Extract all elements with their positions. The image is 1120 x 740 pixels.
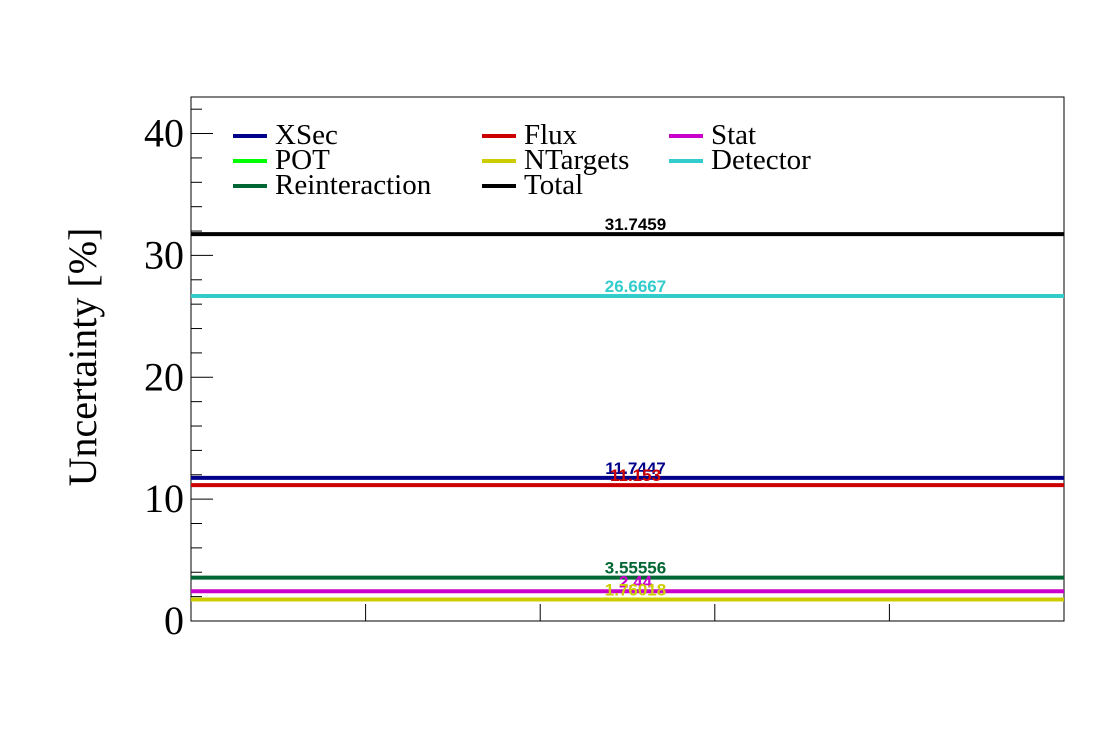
legend-label-ntargets: NTargets: [524, 144, 629, 176]
y-tick-label: 30: [144, 232, 184, 277]
plot-frame: [190, 96, 1065, 622]
value-label-flux: 11.153: [610, 466, 661, 485]
legend-label-pot: POT: [275, 144, 330, 176]
legend-label-stat: Stat: [711, 119, 756, 151]
value-label-stat: 2.44: [619, 572, 653, 591]
y-axis: 0 10 20 30 40: [144, 108, 213, 643]
value-label-reinteraction: 3.55556: [605, 559, 666, 578]
series-lines: [191, 232, 1064, 602]
value-label-total: 31.7459: [605, 215, 666, 234]
value-label-detector: 26.6667: [605, 277, 666, 296]
y-tick-label: 20: [144, 354, 184, 399]
legend-label-flux: Flux: [524, 119, 578, 151]
legend-label-xsec: XSec: [275, 119, 338, 151]
legend: XSec Flux Stat POT NTargets Detector Reinterac…: [233, 119, 811, 201]
legend-label-detector: Detector: [711, 144, 811, 176]
legend-label-reinteraction: Reinteraction: [275, 169, 432, 201]
y-tick-label: 40: [144, 111, 184, 156]
value-label-ntargets: 1.76018: [605, 581, 666, 600]
y-axis-title: Uncertainty [%]: [60, 228, 105, 487]
x-axis-ticks: [365, 604, 890, 621]
y-tick-label: 10: [144, 476, 184, 521]
y-tick-label: 0: [164, 598, 184, 643]
legend-label-total: Total: [524, 169, 583, 201]
value-label-xsec: 11.7447: [605, 459, 666, 478]
